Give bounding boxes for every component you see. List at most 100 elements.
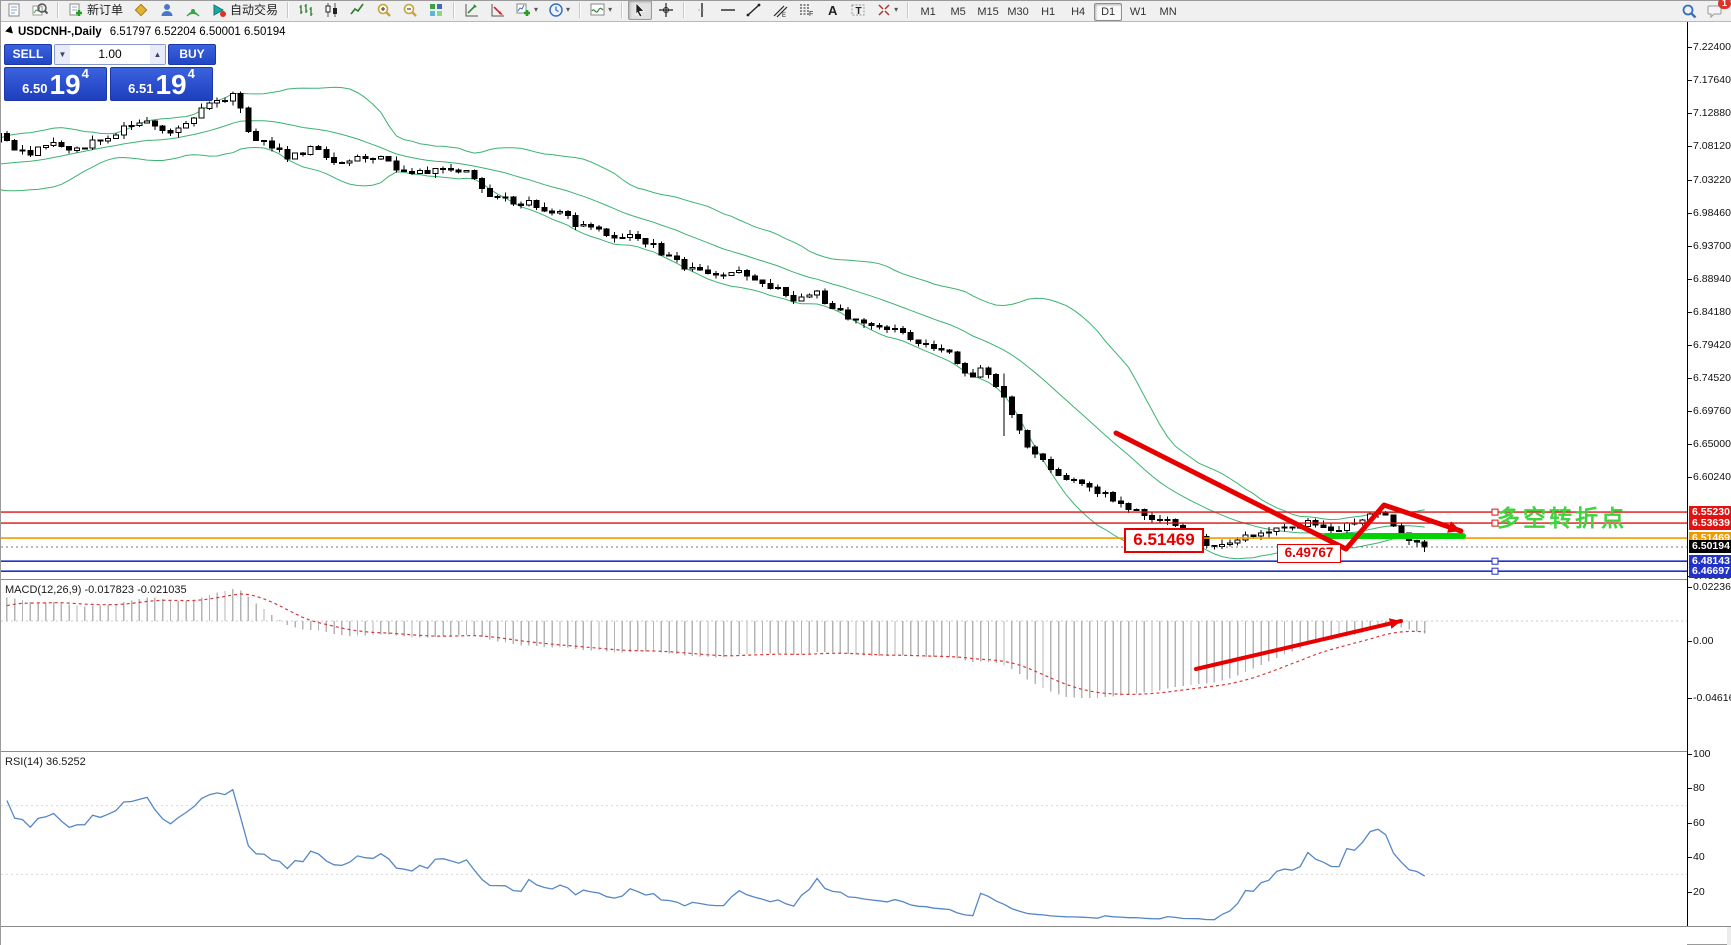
price-callout-6.51469[interactable]: 6.51469 [1124, 528, 1204, 553]
fibonacci-tool-button[interactable]: F [794, 0, 818, 20]
timeframe-D1-button[interactable]: D1 [1094, 2, 1123, 21]
text-tool-button[interactable]: A [820, 0, 844, 20]
timeframe-W1-button[interactable]: W1 [1129, 5, 1147, 18]
volume-decrease-button[interactable]: ▼ [55, 45, 70, 64]
volume-stepper: ▼ 1.00 ▲ [54, 44, 166, 65]
crosshair-tool-button[interactable] [654, 0, 678, 20]
timeframe-M5-button[interactable]: M5 [950, 5, 966, 18]
price-axis-label: 6.88940 [1693, 273, 1731, 285]
price-axis-label: 6.69760 [1693, 405, 1731, 417]
arrows-tool-button[interactable]: ▾ [872, 0, 902, 20]
macd-axis-label: 0.00 [1693, 635, 1714, 647]
trendline-tool-button[interactable] [742, 0, 766, 20]
rsi-tick [1688, 823, 1692, 824]
price-marker-6.48143: 6.48143 [1689, 555, 1731, 568]
chart-area[interactable]: USDCNH-,Daily 6.51797 6.52204 6.50001 6.5… [1, 21, 1687, 945]
candle-chart-mode-button[interactable] [320, 0, 344, 20]
signals-icon[interactable] [181, 0, 205, 20]
timeframe-H4-button[interactable]: H4 [1071, 5, 1086, 18]
rsi-axis-label: 40 [1693, 851, 1705, 863]
price-axis-label: 6.74520 [1693, 372, 1731, 384]
bar-chart-mode-button[interactable] [294, 0, 318, 20]
timeframe-M15-button[interactable]: M15 [977, 5, 999, 18]
main-toolbar: 新订单 自动交易 ▾ ▾ ▾ E F A T ▾ M1 M5 M15 M30 H1 H4 D1 W1 MN 1 [1, 0, 1731, 22]
price-axis-label: 6.84180 [1693, 306, 1731, 318]
price-tick [1688, 279, 1692, 280]
sell-price-display[interactable]: 6.50 19 4 [4, 66, 107, 101]
tile-windows-button[interactable] [424, 0, 448, 20]
rsi-tick [1688, 892, 1692, 893]
pane-separator-main-macd[interactable] [1, 579, 1731, 580]
turning-point-annotation[interactable]: 多空转折点 [1497, 505, 1627, 531]
price-tick [1688, 180, 1692, 181]
periods-button[interactable]: ▾ [544, 0, 574, 20]
timeframe-M1-button[interactable]: M1 [920, 5, 936, 18]
price-axis-label: 7.12880 [1693, 107, 1731, 119]
price-tick [1688, 411, 1692, 412]
vline-tool-button[interactable] [690, 0, 714, 20]
svg-text:E: E [782, 13, 786, 18]
macd-axis-label: -0.046165 [1693, 692, 1731, 704]
rsi-axis-label: 60 [1693, 817, 1705, 829]
timeframe-MN-button[interactable]: MN [1159, 5, 1177, 18]
rsi-tick [1688, 754, 1692, 755]
terminal-icon[interactable] [155, 0, 179, 20]
metaeditor-icon[interactable] [129, 0, 153, 20]
buy-price-bigfigure: 6.51 [128, 81, 154, 96]
one-click-toggle-icon[interactable] [5, 25, 16, 37]
zoom-in-button[interactable] [372, 0, 396, 20]
buy-price-display[interactable]: 6.51 19 4 [110, 66, 213, 101]
price-marker-6.50194: 6.50194 [1689, 540, 1731, 553]
timeframe-H1-button[interactable]: H1 [1041, 5, 1056, 18]
price-tick [1688, 213, 1692, 214]
autotrade-button[interactable]: 自动交易 [207, 0, 282, 20]
indicators-button[interactable]: ▾ [512, 0, 542, 20]
channel-tool-button[interactable]: E [768, 0, 792, 20]
chat-icon[interactable]: 1 [1703, 0, 1731, 21]
chart-shift-button[interactable] [486, 0, 510, 20]
price-tick [1688, 246, 1692, 247]
price-callout-6.49767[interactable]: 6.49767 [1277, 544, 1341, 563]
hline-tool-button[interactable] [716, 0, 740, 20]
pane-separator-macd-rsi[interactable] [1, 751, 1731, 752]
rsi-axis-label: 80 [1693, 782, 1705, 794]
market-watch-icon[interactable] [28, 0, 52, 20]
rsi-tick [1688, 857, 1692, 858]
zoom-out-button[interactable] [398, 0, 422, 20]
auto-scroll-button[interactable] [460, 0, 484, 20]
label-tool-button[interactable]: T [846, 0, 870, 20]
price-tick [1688, 378, 1692, 379]
rsi-axis-label: 20 [1693, 886, 1705, 898]
chart-window-icon[interactable] [2, 0, 26, 20]
rsi-tick [1688, 788, 1692, 789]
price-axis[interactable]: 7.22400 7.17640 7.12880 7.08120 7.03220 6.984… [1687, 21, 1731, 926]
price-marker-6.55230: 6.55230 [1689, 506, 1731, 519]
price-tick [1688, 80, 1692, 81]
price-tick [1688, 146, 1692, 147]
price-axis-label: 7.08120 [1693, 140, 1731, 152]
price-axis-label: 7.03220 [1693, 174, 1731, 186]
chart-canvas[interactable] [1, 21, 1687, 945]
buy-button[interactable]: BUY [168, 44, 216, 65]
volume-increase-button[interactable]: ▲ [150, 45, 165, 64]
line-chart-mode-button[interactable] [346, 0, 370, 20]
macd-tick [1688, 698, 1692, 699]
sell-price-frac: 4 [81, 66, 89, 81]
templates-button[interactable]: ▾ [586, 0, 616, 20]
price-axis-label: 6.93700 [1693, 240, 1731, 252]
timeframe-M30-button[interactable]: M30 [1007, 5, 1029, 18]
volume-value[interactable]: 1.00 [98, 47, 122, 61]
price-tick [1688, 444, 1692, 445]
search-icon[interactable] [1677, 1, 1701, 21]
pane-separator-rsi-dates [1, 926, 1731, 927]
cursor-tool-button[interactable] [628, 0, 653, 20]
rsi-label: RSI(14) 36.5252 [5, 756, 86, 768]
toolbar-separator [57, 1, 59, 18]
notification-badge: 1 [1717, 0, 1731, 9]
sell-button[interactable]: SELL [4, 44, 52, 65]
new-order-button[interactable]: 新订单 [64, 0, 127, 20]
one-click-trading-panel: SELL ▼ 1.00 ▲ BUY 6.50 19 4 6.51 19 4 [4, 44, 216, 101]
rsi-axis-label: 100 [1693, 748, 1711, 760]
price-tick [1688, 113, 1692, 114]
